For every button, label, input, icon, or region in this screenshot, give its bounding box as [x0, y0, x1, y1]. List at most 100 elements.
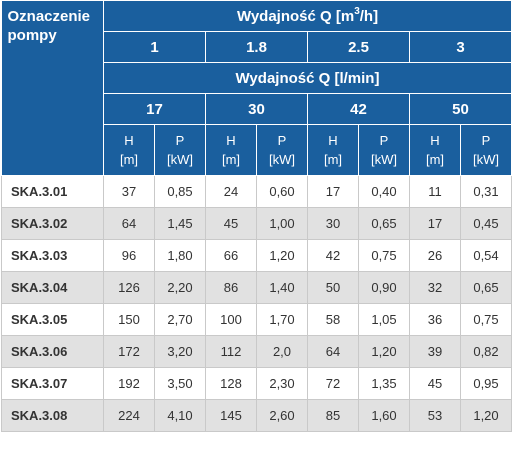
head-value: 45	[409, 367, 461, 400]
power-value: 0,65	[358, 207, 410, 240]
head-value: 96	[103, 239, 155, 272]
table-row: SKA.3.03 96 1,80 66 1,20 42 0,75 26 0,54	[1, 239, 512, 272]
power-unit: [kW]	[167, 152, 193, 167]
power-value: 3,50	[154, 367, 206, 400]
power-value: 1,20	[256, 239, 308, 272]
head-value: 145	[205, 399, 257, 432]
flow-lmin-value: 42	[307, 93, 410, 125]
power-value: 0,60	[256, 175, 308, 208]
flow-m3h-value: 1	[103, 31, 206, 63]
power-column-header: P [kW]	[154, 124, 206, 176]
pump-name: SKA.3.08	[1, 399, 104, 432]
pump-name: SKA.3.06	[1, 335, 104, 368]
head-value: 11	[409, 175, 461, 208]
power-value: 0,95	[460, 367, 512, 400]
head-unit: [m]	[119, 152, 139, 167]
power-column-header: P [kW]	[358, 124, 410, 176]
power-value: 2,70	[154, 303, 206, 336]
power-value: 0,65	[460, 271, 512, 304]
table-row: SKA.3.04 126 2,20 86 1,40 50 0,90 32 0,6…	[1, 271, 512, 304]
power-unit: [kW]	[269, 152, 295, 167]
head-column-header: H [m]	[103, 124, 155, 176]
head-value: 224	[103, 399, 155, 432]
flow-lmin-title: Wydajność Q [l/min]	[103, 62, 512, 94]
head-column-header: H [m]	[205, 124, 257, 176]
head-value: 72	[307, 367, 359, 400]
pump-name: SKA.3.07	[1, 367, 104, 400]
power-value: 1,00	[256, 207, 308, 240]
power-unit: [kW]	[473, 152, 499, 167]
head-unit: [m]	[425, 152, 445, 167]
power-value: 1,45	[154, 207, 206, 240]
head-symbol: H	[430, 133, 440, 148]
flow-m3h-value: 3	[409, 31, 512, 63]
power-value: 1,35	[358, 367, 410, 400]
power-value: 1,80	[154, 239, 206, 272]
head-symbol: H	[226, 133, 236, 148]
head-unit: [m]	[323, 152, 343, 167]
pump-name: SKA.3.05	[1, 303, 104, 336]
head-value: 24	[205, 175, 257, 208]
head-unit: [m]	[221, 152, 241, 167]
head-value: 58	[307, 303, 359, 336]
power-column-header: P [kW]	[256, 124, 308, 176]
power-value: 0,82	[460, 335, 512, 368]
table-row: SKA.3.02 64 1,45 45 1,00 30 0,65 17 0,45	[1, 207, 512, 240]
flow-lmin-value: 30	[205, 93, 308, 125]
table-body: SKA.3.01 37 0,85 24 0,60 17 0,40 11 0,31…	[1, 175, 512, 432]
head-value: 26	[409, 239, 461, 272]
pump-designation-header: Oznaczenie pompy	[1, 1, 104, 176]
power-value: 0,75	[460, 303, 512, 336]
pump-name: SKA.3.01	[1, 175, 104, 208]
flow-m3h-title-text: Wydajność Q [m	[236, 7, 355, 25]
power-value: 1,05	[358, 303, 410, 336]
power-value: 3,20	[154, 335, 206, 368]
table-row: SKA.3.08 224 4,10 145 2,60 85 1,60 53 1,…	[1, 399, 512, 432]
flow-m3h-value: 1.8	[205, 31, 308, 63]
pump-name: SKA.3.04	[1, 271, 104, 304]
power-value: 0,90	[358, 271, 410, 304]
power-value: 0,40	[358, 175, 410, 208]
head-value: 126	[103, 271, 155, 304]
power-value: 0,31	[460, 175, 512, 208]
head-value: 112	[205, 335, 257, 368]
head-value: 85	[307, 399, 359, 432]
head-value: 100	[205, 303, 257, 336]
power-column-header: P [kW]	[460, 124, 512, 176]
head-value: 64	[307, 335, 359, 368]
power-value: 1,20	[358, 335, 410, 368]
head-value: 32	[409, 271, 461, 304]
power-symbol: P	[379, 133, 389, 148]
head-symbol: H	[328, 133, 338, 148]
table-row: SKA.3.01 37 0,85 24 0,60 17 0,40 11 0,31	[1, 175, 512, 208]
head-value: 172	[103, 335, 155, 368]
head-value: 50	[307, 271, 359, 304]
head-value: 66	[205, 239, 257, 272]
power-value: 1,20	[460, 399, 512, 432]
head-value: 53	[409, 399, 461, 432]
power-symbol: P	[481, 133, 491, 148]
pump-spec-table: Oznaczenie pompy Wydajność Q [m3/h] 1 1.…	[1, 1, 512, 432]
table-row: SKA.3.07 192 3,50 128 2,30 72 1,35 45 0,…	[1, 367, 512, 400]
head-value: 17	[307, 175, 359, 208]
head-column-header: H [m]	[307, 124, 359, 176]
power-symbol: P	[277, 133, 287, 148]
head-value: 39	[409, 335, 461, 368]
head-value: 17	[409, 207, 461, 240]
power-value: 2,0	[256, 335, 308, 368]
pump-name: SKA.3.02	[1, 207, 104, 240]
power-value: 2,30	[256, 367, 308, 400]
head-value: 64	[103, 207, 155, 240]
power-value: 1,40	[256, 271, 308, 304]
head-value: 45	[205, 207, 257, 240]
head-column-header: H [m]	[409, 124, 461, 176]
head-symbol: H	[124, 133, 134, 148]
power-value: 0,75	[358, 239, 410, 272]
head-value: 128	[205, 367, 257, 400]
head-value: 42	[307, 239, 359, 272]
flow-lmin-value: 50	[409, 93, 512, 125]
flow-m3h-value: 2.5	[307, 31, 410, 63]
head-value: 86	[205, 271, 257, 304]
head-value: 150	[103, 303, 155, 336]
